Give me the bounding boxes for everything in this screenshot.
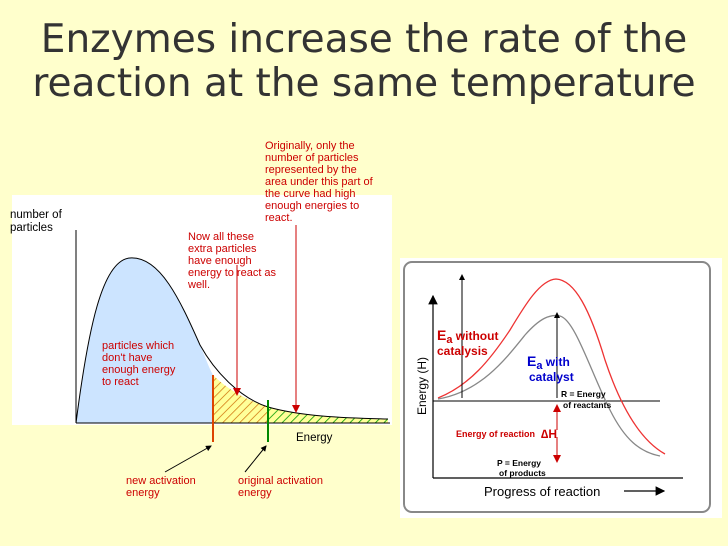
right-y-label: Energy (H) [415,357,429,415]
label-original-activation: original activation energy [238,475,326,499]
curve-without-catalyst [437,278,666,455]
distribution-curve [75,257,389,424]
catalyst-energy-diagram: Energy (H) Progress of reaction Ea witho… [400,258,722,518]
note-now-extra: Now all these extra particles have enoug… [187,231,279,291]
left-y-label: number of particles [10,209,65,234]
hatch-region-original [268,407,388,423]
energy-of-reaction-label: Energy of reaction [456,429,535,439]
note-originally: Originally, only the number of particles… [265,140,376,224]
arrow-new-activation [164,445,212,473]
curve-with-catalyst [437,314,661,457]
title-line-2: reaction at the same temperature [32,61,696,106]
label-new-activation: new activation energy [126,475,199,499]
title-line-1: Enzymes increase the rate of the [40,17,688,62]
hatch-region-new [213,375,268,423]
note-particles: particles which don't have enough energy… [102,340,178,388]
r-label: R = Energy of reactants [561,389,611,410]
left-x-label: Energy [296,432,333,444]
maxwell-boltzmann-diagram: number of particles Energy Originally, o… [10,140,392,499]
p-label: P = Energy of products [497,458,546,478]
ea-with-label: Ea with catalyst [527,353,574,384]
right-x-label: Progress of reaction [484,484,600,499]
arrow-original-activation [244,445,267,473]
curve-fill-low-energy [76,257,213,423]
ea-without-label: Ea without catalysis [437,327,502,358]
delta-h-label: ∆H [541,427,557,441]
slide-title: Enzymes increase the rate of the reactio… [0,18,728,106]
